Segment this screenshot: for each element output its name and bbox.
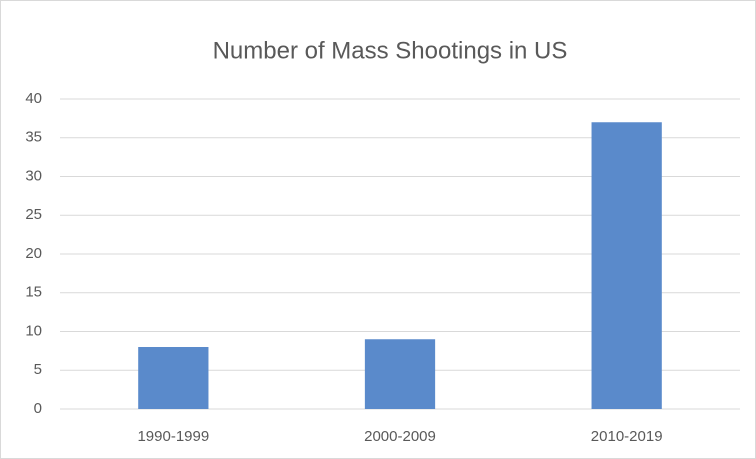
bar [591, 122, 662, 409]
x-tick-label: 1990-1999 [137, 428, 209, 445]
y-tick-label: 20 [25, 245, 42, 262]
y-tick-label: 0 [34, 400, 42, 417]
y-tick-label: 15 [25, 284, 42, 301]
x-tick-label: 2000-2009 [364, 428, 436, 445]
x-tick-label: 2010-2019 [591, 428, 663, 445]
chart-title: Number of Mass Shootings in US [213, 37, 568, 64]
bar [138, 347, 209, 409]
y-tick-label: 35 [25, 129, 42, 146]
y-tick-label: 10 [25, 322, 42, 339]
y-tick-label: 5 [34, 361, 42, 378]
bar [364, 339, 436, 409]
y-tick-label: 40 [25, 90, 42, 107]
y-tick-label: 25 [25, 206, 42, 223]
y-tick-label: 30 [25, 167, 42, 184]
